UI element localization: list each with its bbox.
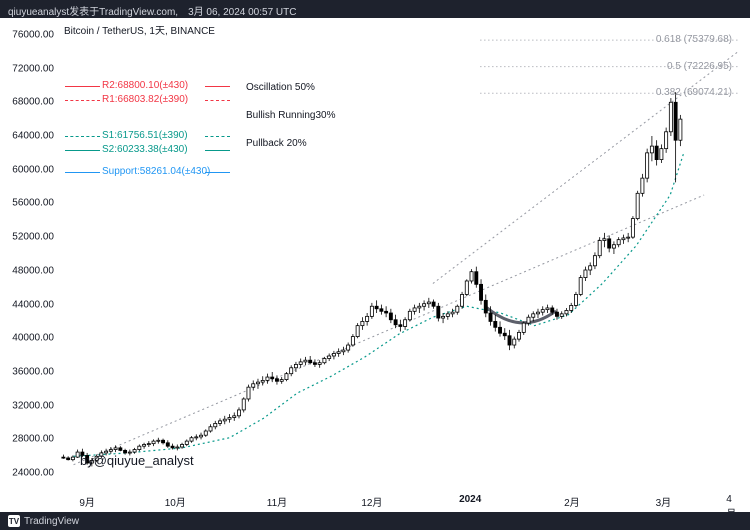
sr-line <box>65 172 100 173</box>
publisher-text: qiuyueanalyst发表于TradingView.com, <box>8 3 178 15</box>
x-axis: 9月10月11月12月20242月3月4月 <box>60 490 738 512</box>
y-tick: 68000.00 <box>12 97 54 108</box>
y-axis: 24000.00 28000.00 32000.00 36000.00 40000.00… <box>0 18 60 490</box>
y-tick: 60000.00 <box>12 164 54 175</box>
y-tick: 32000.00 <box>12 400 54 411</box>
y-tick: 28000.00 <box>12 434 54 445</box>
sr-line <box>65 136 100 137</box>
x-tick: 2月 <box>564 494 580 509</box>
sr-line <box>65 150 100 151</box>
x-tick: 9月 <box>79 494 95 509</box>
y-tick: 24000.00 <box>12 468 54 479</box>
sr-line <box>205 136 230 137</box>
sr-line <box>65 86 100 87</box>
scenario-label: Bullish Running30% <box>246 110 336 121</box>
x-tick: 10月 <box>165 494 186 509</box>
sr-label: S2:60233.38(±430) <box>102 144 188 155</box>
y-tick: 48000.00 <box>12 265 54 276</box>
footer-brand: TradingView <box>24 516 79 527</box>
watermark: by@qiuyue_analyst <box>80 453 194 468</box>
y-tick: 76000.00 <box>12 29 54 40</box>
x-tick: 2024 <box>459 494 481 505</box>
timestamp-text: 3月 06, 2024 00:57 UTC <box>188 3 296 15</box>
y-tick: 36000.00 <box>12 367 54 378</box>
fib-label: 0.5 (72226.95) <box>667 61 732 72</box>
sr-line <box>65 100 100 101</box>
chart-container: qiuyueanalyst发表于TradingView.com, 3月 06, … <box>0 0 750 530</box>
sr-line <box>205 150 230 151</box>
sr-line <box>205 172 230 173</box>
footer-bar: TV TradingView <box>0 512 750 530</box>
sr-line <box>205 100 230 101</box>
sr-line <box>205 86 230 87</box>
y-tick: 64000.00 <box>12 131 54 142</box>
fib-label: 0.618 (75379.68) <box>656 34 732 45</box>
scenario-label: Oscillation 50% <box>246 82 315 93</box>
y-tick: 52000.00 <box>12 232 54 243</box>
y-tick: 44000.00 <box>12 299 54 310</box>
y-tick: 72000.00 <box>12 63 54 74</box>
fib-label: 0.382 (69074.21) <box>656 87 732 98</box>
sr-label: S1:61756.51(±390) <box>102 130 188 141</box>
tradingview-logo-icon: TV <box>8 515 20 527</box>
y-tick: 56000.00 <box>12 198 54 209</box>
sr-label: R1:66803.82(±390) <box>102 94 188 105</box>
scenario-label: Pullback 20% <box>246 138 307 149</box>
header-bar: qiuyueanalyst发表于TradingView.com, 3月 06, … <box>0 0 750 18</box>
x-tick: 11月 <box>267 494 287 509</box>
sr-label: Support:58261.04(±430) <box>102 166 210 177</box>
sr-label: R2:68800.10(±430) <box>102 80 188 91</box>
x-tick: 12月 <box>361 494 382 509</box>
x-tick: 3月 <box>656 494 672 509</box>
y-tick: 40000.00 <box>12 333 54 344</box>
